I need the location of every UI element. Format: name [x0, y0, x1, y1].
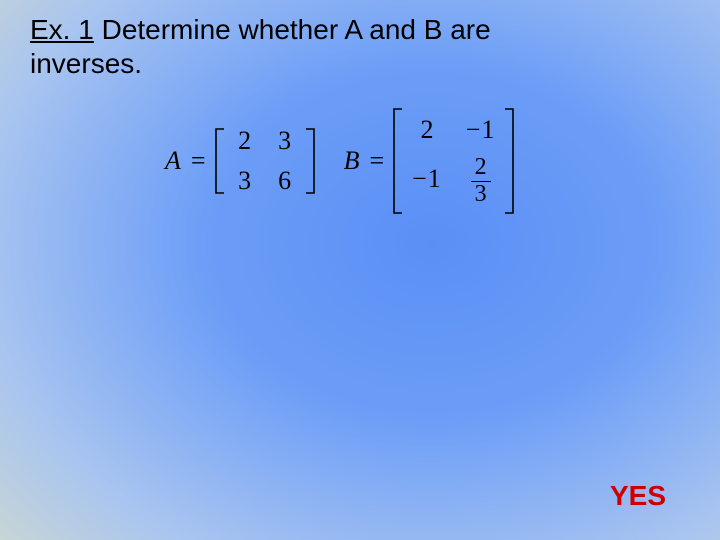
matrix-a-cell: 3 — [276, 126, 294, 156]
matrix-a-cell: 3 — [236, 166, 254, 196]
fraction: 2 3 — [471, 155, 491, 206]
title-line-1: Ex. 1 Determine whether A and B are — [30, 14, 491, 46]
matrices-row: A = 2 3 3 6 B = 2 −1 −1 2 3 — [165, 108, 515, 214]
matrix-a-block: A = 2 3 3 6 — [165, 122, 316, 200]
right-bracket-a — [304, 128, 316, 194]
matrix-b-cell: −1 — [466, 115, 496, 145]
answer-text: YES — [610, 480, 666, 512]
example-label: Ex. 1 — [30, 14, 94, 45]
matrix-b-label: B — [344, 146, 360, 176]
matrix-b-cell: 2 — [412, 115, 442, 145]
matrix-a-grid: 2 3 3 6 — [232, 122, 298, 200]
equals-sign-b: = — [369, 146, 384, 176]
title-rest: Determine whether A and B are — [94, 14, 491, 45]
matrix-b-block: B = 2 −1 −1 2 3 — [344, 108, 516, 214]
equals-sign-a: = — [191, 146, 206, 176]
matrix-a-cell: 2 — [236, 126, 254, 156]
matrix-a-label: A — [165, 146, 181, 176]
left-bracket-a — [214, 128, 226, 194]
matrix-b-cell: −1 — [412, 164, 442, 194]
title-line-2: inverses. — [30, 48, 142, 80]
right-bracket-b — [503, 108, 515, 214]
matrix-a-cell: 6 — [276, 166, 294, 196]
matrix-b-grid: 2 −1 −1 2 3 — [410, 109, 497, 212]
left-bracket-b — [392, 108, 404, 214]
matrix-b-cell-frac: 2 3 — [466, 151, 496, 206]
fraction-numerator: 2 — [471, 155, 491, 181]
fraction-denominator: 3 — [471, 182, 491, 207]
